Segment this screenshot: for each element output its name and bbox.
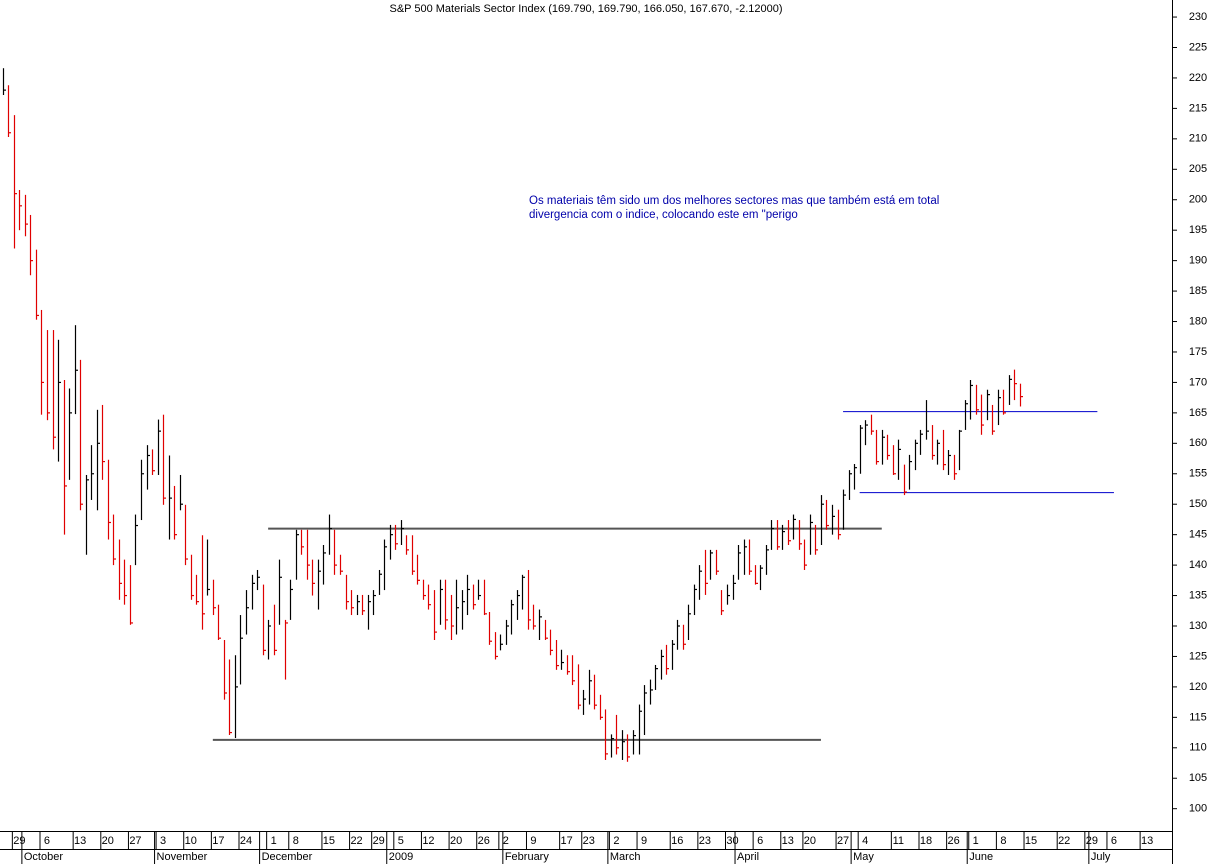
x-tick-label: 22 bbox=[1058, 835, 1070, 847]
y-tick-label: 105 bbox=[1189, 772, 1207, 784]
y-tick-label: 100 bbox=[1189, 803, 1207, 815]
y-tick-label: 150 bbox=[1189, 498, 1207, 510]
x-tick-label: 13 bbox=[1141, 835, 1153, 847]
x-tick-label: 4 bbox=[862, 835, 868, 847]
x-tick-label: 8 bbox=[293, 835, 299, 847]
y-tick-label: 115 bbox=[1189, 711, 1207, 723]
x-tick-label: 20 bbox=[450, 835, 462, 847]
x-tick-label: 30 bbox=[726, 835, 738, 847]
y-tick-label: 155 bbox=[1189, 468, 1207, 480]
x-month-label: May bbox=[853, 851, 874, 863]
y-tick-label: 120 bbox=[1189, 681, 1207, 693]
y-tick-label: 125 bbox=[1189, 650, 1207, 662]
x-month-label: December bbox=[262, 851, 313, 863]
x-tick-label: 17 bbox=[212, 835, 224, 847]
x-tick-label: 29 bbox=[13, 835, 25, 847]
x-tick-label: 16 bbox=[671, 835, 683, 847]
x-tick-label: 12 bbox=[422, 835, 434, 847]
x-tick-label: 20 bbox=[804, 835, 816, 847]
x-tick-label: 29 bbox=[373, 835, 385, 847]
x-tick-label: 29 bbox=[1086, 835, 1098, 847]
x-tick-label: 27 bbox=[129, 835, 141, 847]
x-month-label: 2009 bbox=[389, 851, 413, 863]
x-tick-label: 9 bbox=[641, 835, 647, 847]
x-month-label: October bbox=[24, 851, 63, 863]
x-tick-label: 11 bbox=[893, 835, 904, 847]
x-tick-label: 1 bbox=[973, 835, 979, 847]
x-tick-label: 23 bbox=[699, 835, 711, 847]
x-month-label: March bbox=[610, 851, 641, 863]
x-tick-label: 3 bbox=[160, 835, 166, 847]
x-tick-label: 23 bbox=[583, 835, 595, 847]
annotation: divergencia com o indice, colocando este… bbox=[529, 209, 798, 221]
x-month-label: November bbox=[157, 851, 208, 863]
x-tick-label: 5 bbox=[398, 835, 404, 847]
y-tick-label: 140 bbox=[1189, 559, 1207, 571]
x-tick-label: 17 bbox=[561, 835, 573, 847]
x-tick-label: 24 bbox=[240, 835, 252, 847]
x-tick-label: 6 bbox=[44, 835, 50, 847]
x-tick-label: 10 bbox=[185, 835, 197, 847]
x-tick-label: 2 bbox=[613, 835, 619, 847]
y-tick-label: 160 bbox=[1189, 437, 1207, 449]
x-tick-label: 13 bbox=[782, 835, 794, 847]
y-tick-label: 135 bbox=[1189, 589, 1207, 601]
x-tick-label: 15 bbox=[323, 835, 335, 847]
x-month-label: April bbox=[737, 851, 759, 863]
x-month-label: July bbox=[1091, 851, 1111, 863]
y-tick-label: 210 bbox=[1189, 133, 1207, 145]
x-tick-label: 26 bbox=[478, 835, 490, 847]
y-tick-label: 185 bbox=[1189, 285, 1207, 297]
x-tick-label: 6 bbox=[1111, 835, 1117, 847]
y-tick-label: 205 bbox=[1189, 163, 1207, 175]
x-tick-label: 27 bbox=[837, 835, 849, 847]
x-tick-label: 9 bbox=[530, 835, 536, 847]
x-tick-label: 2 bbox=[503, 835, 509, 847]
x-tick-label: 26 bbox=[948, 835, 960, 847]
x-tick-label: 15 bbox=[1025, 835, 1037, 847]
x-month-label: February bbox=[505, 851, 550, 863]
y-tick-label: 220 bbox=[1189, 72, 1207, 84]
x-tick-label: 18 bbox=[920, 835, 932, 847]
y-tick-label: 165 bbox=[1189, 407, 1207, 419]
y-tick-label: 230 bbox=[1189, 11, 1207, 23]
x-tick-label: 8 bbox=[1000, 835, 1006, 847]
y-tick-label: 195 bbox=[1189, 224, 1207, 236]
x-tick-label: 13 bbox=[74, 835, 86, 847]
y-tick-label: 130 bbox=[1189, 620, 1207, 632]
y-tick-label: 170 bbox=[1189, 376, 1207, 388]
x-tick-label: 22 bbox=[350, 835, 362, 847]
y-tick-label: 225 bbox=[1189, 41, 1207, 53]
x-tick-label: 20 bbox=[102, 835, 114, 847]
y-tick-label: 215 bbox=[1189, 102, 1207, 114]
chart-title: S&P 500 Materials Sector Index (169.790,… bbox=[389, 3, 782, 15]
y-tick-label: 175 bbox=[1189, 346, 1207, 358]
y-tick-label: 145 bbox=[1189, 529, 1207, 541]
y-tick-label: 190 bbox=[1189, 255, 1207, 267]
x-tick-label: 6 bbox=[757, 835, 763, 847]
y-tick-label: 110 bbox=[1189, 742, 1207, 754]
y-tick-label: 180 bbox=[1189, 315, 1207, 327]
y-tick-label: 200 bbox=[1189, 194, 1207, 206]
annotation: Os materiais têm sido um dos melhores se… bbox=[529, 195, 939, 207]
x-month-label: June bbox=[969, 851, 993, 863]
x-tick-label: 1 bbox=[271, 835, 277, 847]
